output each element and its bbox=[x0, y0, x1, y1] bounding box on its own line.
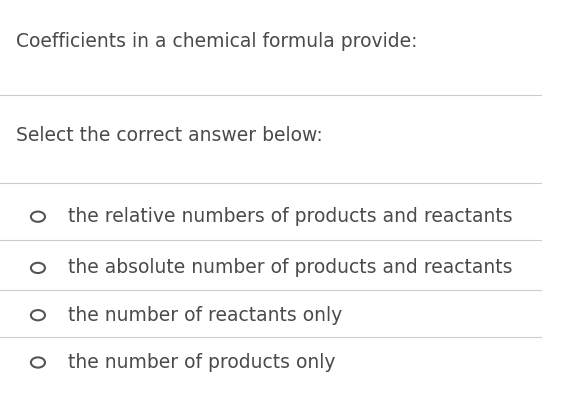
Text: the number of products only: the number of products only bbox=[68, 353, 335, 372]
Text: Select the correct answer below:: Select the correct answer below: bbox=[16, 126, 323, 145]
Text: Coefficients in a chemical formula provide:: Coefficients in a chemical formula provi… bbox=[16, 32, 417, 50]
Text: the absolute number of products and reactants: the absolute number of products and reac… bbox=[68, 258, 512, 277]
Text: the number of reactants only: the number of reactants only bbox=[68, 306, 342, 325]
Text: the relative numbers of products and reactants: the relative numbers of products and rea… bbox=[68, 207, 512, 226]
